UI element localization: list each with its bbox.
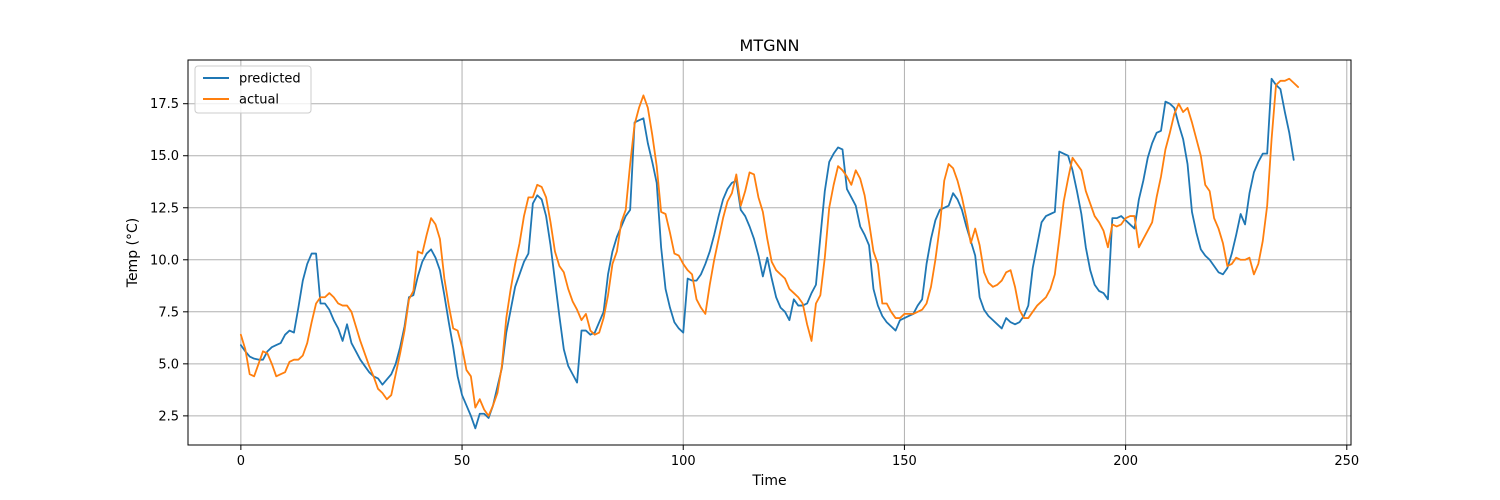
y-tick-label: 5.0 bbox=[158, 357, 179, 372]
series-line-actual bbox=[239, 77, 1300, 417]
x-tick-label: 0 bbox=[237, 454, 245, 469]
y-tick-label: 2.5 bbox=[158, 409, 179, 424]
grid-lines bbox=[188, 60, 1351, 445]
y-tick-label: 7.5 bbox=[158, 305, 179, 320]
axes-frame bbox=[187, 59, 1352, 446]
x-tick-label: 50 bbox=[454, 454, 471, 469]
y-tick-label: 10.0 bbox=[150, 253, 179, 268]
x-axis-label: Time bbox=[751, 473, 786, 489]
series-group bbox=[239, 77, 1300, 430]
legend-label-predicted: predicted bbox=[239, 72, 301, 87]
x-tick-label: 150 bbox=[892, 454, 917, 469]
x-tick-label: 200 bbox=[1113, 454, 1138, 469]
x-tick-label: 100 bbox=[671, 454, 696, 469]
x-tick-label: 250 bbox=[1334, 454, 1359, 469]
legend-label-actual: actual bbox=[239, 93, 279, 108]
y-tick-label: 17.5 bbox=[150, 97, 179, 112]
y-axis-label: Temp (°C) bbox=[125, 218, 141, 288]
axis-ticks: 0 50 100 150 200 250 2.5 5.0 7.5 10.0 12.5 15.0 17.5 bbox=[150, 97, 1359, 469]
chart-title: MTGNN bbox=[740, 36, 800, 55]
y-tick-label: 12.5 bbox=[150, 201, 179, 216]
legend: predicted actual bbox=[194, 65, 312, 114]
y-tick-label: 15.0 bbox=[150, 149, 179, 164]
series-line-predicted bbox=[239, 77, 1295, 430]
